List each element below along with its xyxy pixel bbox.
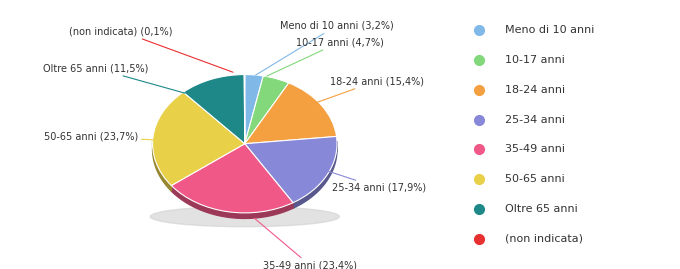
Text: 10-17 anni: 10-17 anni	[505, 55, 564, 65]
Polygon shape	[293, 141, 337, 208]
Text: 10-17 anni (4,7%): 10-17 anni (4,7%)	[267, 37, 384, 76]
Wedge shape	[184, 75, 245, 144]
Text: 25-34 anni (17,9%): 25-34 anni (17,9%)	[310, 165, 426, 193]
Polygon shape	[171, 186, 293, 218]
Text: (non indicata): (non indicata)	[505, 233, 583, 244]
Wedge shape	[245, 76, 289, 144]
Text: 18-24 anni (15,4%): 18-24 anni (15,4%)	[305, 76, 424, 107]
Text: 25-34 anni: 25-34 anni	[505, 115, 564, 125]
Polygon shape	[152, 141, 171, 191]
Text: (non indicata) (0,1%): (non indicata) (0,1%)	[69, 26, 233, 72]
Wedge shape	[171, 144, 293, 213]
Text: 35-49 anni (23,4%): 35-49 anni (23,4%)	[254, 218, 357, 269]
Wedge shape	[245, 136, 337, 203]
Ellipse shape	[150, 206, 339, 227]
Wedge shape	[152, 92, 245, 186]
Text: Oltre 65 anni: Oltre 65 anni	[505, 204, 577, 214]
Text: Meno di 10 anni (3,2%): Meno di 10 anni (3,2%)	[256, 21, 394, 75]
Text: 50-65 anni (23,7%): 50-65 anni (23,7%)	[44, 131, 157, 141]
Text: 18-24 anni: 18-24 anni	[505, 85, 564, 95]
Wedge shape	[245, 83, 337, 144]
Wedge shape	[245, 75, 263, 144]
Text: 50-65 anni: 50-65 anni	[505, 174, 564, 184]
Text: 35-49 anni: 35-49 anni	[505, 144, 564, 154]
Text: Meno di 10 anni: Meno di 10 anni	[505, 25, 594, 36]
Text: Oltre 65 anni (11,5%): Oltre 65 anni (11,5%)	[43, 63, 185, 93]
